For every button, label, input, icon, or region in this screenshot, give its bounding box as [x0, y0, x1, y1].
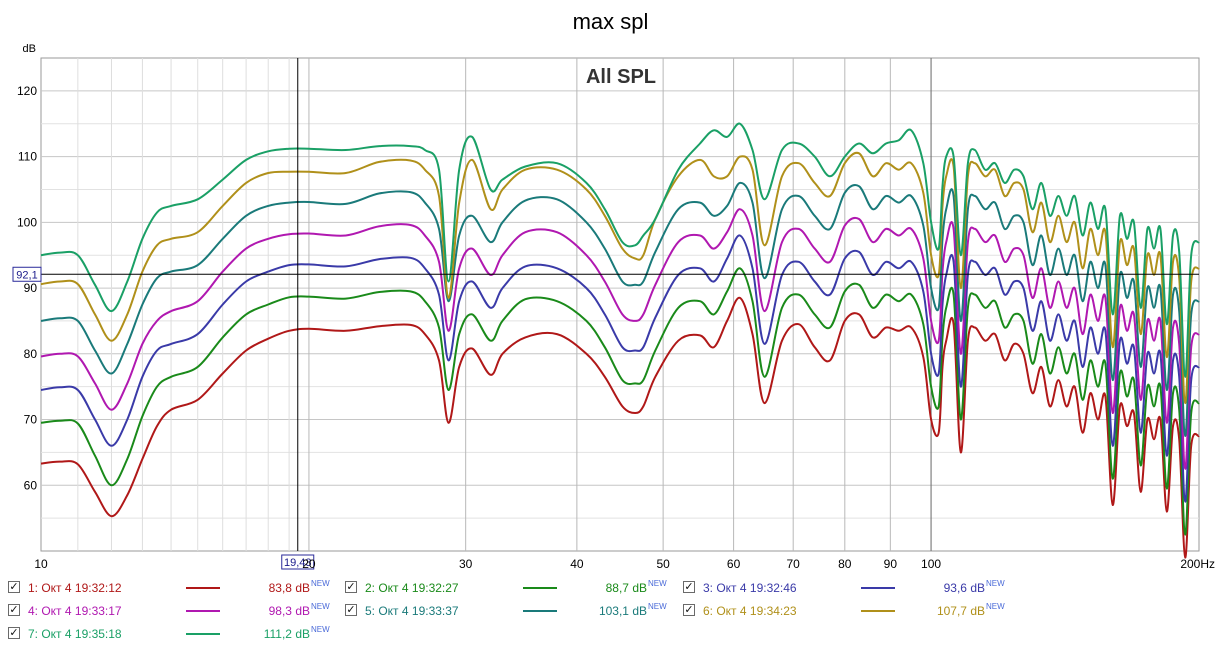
series-line	[40, 122, 1200, 378]
y-tick-label: 60	[24, 478, 38, 492]
legend-new-badge: NEW	[648, 579, 667, 588]
legend-series-name: 1: Окт 4 19:32:12	[28, 581, 122, 595]
legend-checkbox[interactable]: ✓	[8, 604, 20, 616]
legend-swatch	[186, 587, 220, 589]
legend-checkbox[interactable]: ✓	[345, 581, 357, 593]
legend-item[interactable]: ✓ 2: Окт 4 19:32:27 88,7 dB NEW	[345, 579, 675, 599]
legend-new-badge: NEW	[986, 579, 1005, 588]
legend-value: 111,2 dB	[263, 627, 310, 641]
legend-value: 103,1 dB	[598, 604, 647, 618]
legend: ✓ 1: Окт 4 19:32:12 83,8 dB NEW ✓ 2: Окт 4 19…	[0, 575, 1221, 651]
series-line	[40, 151, 1200, 405]
series-line	[40, 296, 1200, 559]
legend-series-name: 4: Окт 4 19:33:17	[28, 604, 122, 618]
series-line	[40, 208, 1200, 470]
legend-swatch	[861, 587, 895, 589]
x-tick-label: 40	[570, 557, 584, 571]
legend-checkbox[interactable]: ✓	[683, 581, 695, 593]
legend-checkbox[interactable]: ✓	[345, 604, 357, 616]
legend-checkbox[interactable]: ✓	[8, 627, 20, 639]
legend-swatch	[186, 610, 220, 612]
legend-series-name: 3: Окт 4 19:32:46	[703, 581, 797, 595]
legend-swatch	[523, 587, 557, 589]
legend-new-badge: NEW	[311, 579, 330, 588]
chart-title: max spl	[572, 9, 649, 34]
x-tick-label: 50	[656, 557, 670, 571]
legend-new-badge: NEW	[648, 602, 667, 611]
legend-new-badge: NEW	[311, 625, 330, 634]
y-tick-label: 110	[18, 150, 37, 164]
y-tick-label: 100	[17, 215, 37, 229]
x-tick-label: 60	[727, 557, 741, 571]
plot-frame	[40, 57, 1200, 552]
legend-series-name: 7: Окт 4 19:35:18	[28, 627, 122, 641]
cursor-y-box	[12, 266, 42, 282]
legend-item[interactable]: ✓ 3: Окт 4 19:32:46 93,6 dB NEW	[683, 579, 1013, 599]
legend-series-name: 6: Окт 4 19:34:23	[703, 604, 797, 618]
legend-checkbox[interactable]: ✓	[683, 604, 695, 616]
series-line	[40, 234, 1200, 503]
y-tick-label: 80	[24, 347, 38, 361]
legend-value: 98,3 dB	[268, 604, 310, 618]
series-line	[40, 267, 1200, 536]
cursor-x-box	[281, 554, 315, 570]
y-axis-label: dB	[23, 43, 36, 55]
cursor-crosshair: 19,43 92,1	[12, 58, 1199, 570]
x-tick-label: 200Hz	[1180, 557, 1215, 571]
legend-new-badge: NEW	[311, 602, 330, 611]
axes: 60 70 80 90 100 110 120 dB 10 20 30 40 50 60 70 80 90 100…	[17, 43, 1215, 571]
legend-swatch	[523, 610, 557, 612]
legend-item[interactable]: ✓ 7: Окт 4 19:35:18 111,2 dB NEW	[8, 625, 338, 645]
legend-value: 88,7 dB	[605, 581, 647, 595]
legend-value: 93,6 dB	[943, 581, 985, 595]
x-tick-label: 10	[34, 557, 48, 571]
legend-value: 107,7 dB	[936, 604, 985, 618]
x-tick-label: 30	[459, 557, 473, 571]
x-tick-label: 100	[921, 557, 941, 571]
legend-swatch	[861, 610, 895, 612]
legend-swatch	[186, 633, 220, 635]
legend-series-name: 5: Окт 4 19:33:37	[365, 604, 459, 618]
grid	[40, 57, 1200, 552]
cursor-x-label: 19,43	[284, 557, 312, 569]
y-tick-label: 70	[24, 413, 38, 427]
x-tick-label: 80	[838, 557, 852, 571]
legend-checkbox[interactable]: ✓	[8, 581, 20, 593]
legend-item[interactable]: ✓ 1: Окт 4 19:32:12 83,8 dB NEW	[8, 579, 338, 599]
plot-subtitle: All SPL	[586, 66, 656, 88]
legend-new-badge: NEW	[986, 602, 1005, 611]
x-tick-label: 90	[884, 557, 898, 571]
legend-item[interactable]: ✓ 5: Окт 4 19:33:37 103,1 dB NEW	[345, 602, 675, 622]
y-tick-label: 120	[17, 84, 37, 98]
series-line	[40, 181, 1200, 438]
legend-item[interactable]: ✓ 6: Окт 4 19:34:23 107,7 dB NEW	[683, 602, 1013, 622]
cursor-y-label: 92,1	[16, 269, 37, 281]
legend-series-name: 2: Окт 4 19:32:27	[365, 581, 459, 595]
x-tick-label: 70	[787, 557, 801, 571]
legend-item[interactable]: ✓ 4: Окт 4 19:33:17 98,3 dB NEW	[8, 602, 338, 622]
legend-value: 83,8 dB	[268, 581, 310, 595]
series-lines	[40, 122, 1200, 559]
y-tick-label: 90	[24, 281, 38, 295]
x-tick-label: 20	[302, 557, 316, 571]
